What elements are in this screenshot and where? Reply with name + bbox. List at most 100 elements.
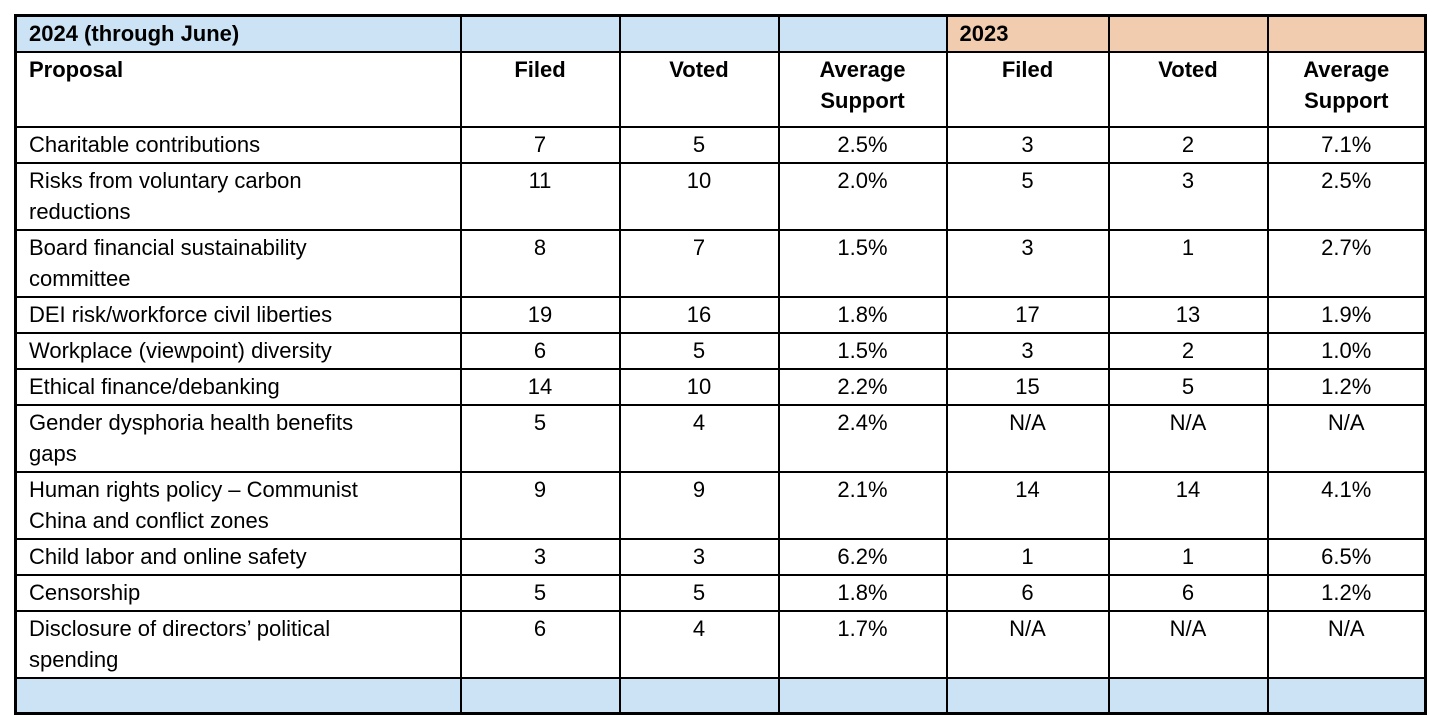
voted-2023-cell: N/A	[1107, 404, 1269, 473]
column-header-proposal: Proposal	[14, 51, 462, 128]
table-row: Board financial sustainability committee…	[14, 229, 1427, 298]
avg-support-2023-cell: N/A	[1266, 610, 1427, 679]
table-row: Charitable contributions 7 5 2.5% 3 2 7.…	[14, 126, 1427, 164]
proposal-cell: Board financial sustainability committee	[14, 229, 462, 298]
voted-2024-cell: 5	[618, 126, 780, 164]
filed-2024-cell: 9	[459, 471, 621, 540]
table-row: Ethical finance/debanking 14 10 2.2% 15 …	[14, 368, 1427, 406]
filed-2024-cell: 5	[459, 404, 621, 473]
avg-support-2024-cell: 2.1%	[777, 471, 948, 540]
avg-support-2024-cell: 1.8%	[777, 574, 948, 612]
avg-support-2023-cell: 7.1%	[1266, 126, 1427, 164]
voted-2024-cell: 5	[618, 332, 780, 370]
proposal-label: Workplace (viewpoint) diversity	[29, 338, 332, 363]
voted-2024-cell: 9	[618, 471, 780, 540]
proposal-label: Censorship	[29, 580, 141, 605]
proposal-label: Gender dysphoria health benefits gaps	[29, 410, 354, 466]
year-row-spacer-cell	[1266, 14, 1427, 53]
proposal-label: Disclosure of directors’ political spend…	[29, 616, 331, 672]
column-header-row: Proposal Filed Voted Average Support Fil…	[14, 51, 1427, 128]
avg-support-2023-cell: 1.0%	[1266, 332, 1427, 370]
proposals-table: 2024 (through June) 2023 Proposal Filed …	[14, 14, 1427, 715]
proposal-label: Board financial sustainability committee	[29, 235, 307, 291]
filed-2024-cell: 19	[459, 296, 621, 334]
voted-2024-cell: 10	[618, 368, 780, 406]
voted-2024-cell: 5	[618, 574, 780, 612]
table-row: DEI risk/workforce civil liberties 19 16…	[14, 296, 1427, 334]
table-row: Child labor and online safety 3 3 6.2% 1…	[14, 538, 1427, 576]
empty-footer-row	[14, 677, 1427, 715]
avg-support-2024-cell: 2.0%	[777, 162, 948, 231]
column-header-avg-support-2023: Average Support	[1266, 51, 1427, 128]
footer-spacer-cell	[14, 677, 462, 715]
proposal-cell: DEI risk/workforce civil liberties	[14, 296, 462, 334]
year-header-row: 2024 (through June) 2023	[14, 14, 1427, 53]
filed-2023-cell: 6	[945, 574, 1110, 612]
year-2023-label: 2023	[959, 21, 1009, 46]
voted-2024-cell: 7	[618, 229, 780, 298]
voted-2023-cell: 1	[1107, 229, 1269, 298]
avg-support-2023-cell: 1.2%	[1266, 574, 1427, 612]
avg-support-2023-cell: 2.7%	[1266, 229, 1427, 298]
footer-spacer-cell	[1266, 677, 1427, 715]
avg-support-2023-cell: 1.2%	[1266, 368, 1427, 406]
filed-2024-cell: 6	[459, 610, 621, 679]
avg-support-2024-cell: 6.2%	[777, 538, 948, 576]
avg-support-2024-cell: 2.4%	[777, 404, 948, 473]
voted-2024-cell: 10	[618, 162, 780, 231]
footer-spacer-cell	[777, 677, 948, 715]
year-2024-cell: 2024 (through June)	[14, 14, 462, 53]
filed-2024-cell: 8	[459, 229, 621, 298]
voted-2023-cell: 14	[1107, 471, 1269, 540]
filed-2024-cell: 14	[459, 368, 621, 406]
voted-2023-cell: 2	[1107, 126, 1269, 164]
filed-2023-cell: 3	[945, 229, 1110, 298]
proposal-cell: Child labor and online safety	[14, 538, 462, 576]
filed-2023-cell: 5	[945, 162, 1110, 231]
proposal-label: Risks from voluntary carbon reductions	[29, 168, 302, 224]
table-row: Risks from voluntary carbon reductions 1…	[14, 162, 1427, 231]
proposal-label: DEI risk/workforce civil liberties	[29, 302, 333, 327]
footer-spacer-cell	[1107, 677, 1269, 715]
voted-2024-cell: 4	[618, 610, 780, 679]
footer-spacer-cell	[945, 677, 1110, 715]
footer-spacer-cell	[459, 677, 621, 715]
filed-2023-cell: 3	[945, 332, 1110, 370]
table-row: Workplace (viewpoint) diversity 6 5 1.5%…	[14, 332, 1427, 370]
avg-support-2024-cell: 2.5%	[777, 126, 948, 164]
avg-support-2024-cell: 1.8%	[777, 296, 948, 334]
proposal-label: Human rights policy – Communist China an…	[29, 477, 358, 533]
voted-2023-cell: 3	[1107, 162, 1269, 231]
table-row: Censorship 5 5 1.8% 6 6 1.2%	[14, 574, 1427, 612]
proposal-cell: Censorship	[14, 574, 462, 612]
avg-support-2023-cell: 1.9%	[1266, 296, 1427, 334]
filed-2023-cell: 15	[945, 368, 1110, 406]
voted-2024-cell: 16	[618, 296, 780, 334]
avg-support-2023-cell: 2.5%	[1266, 162, 1427, 231]
voted-2024-cell: 4	[618, 404, 780, 473]
avg-support-2023-cell: N/A	[1266, 404, 1427, 473]
table-row: Gender dysphoria health benefits gaps 5 …	[14, 404, 1427, 473]
table-row: Disclosure of directors’ political spend…	[14, 610, 1427, 679]
year-2024-label: 2024 (through June)	[29, 21, 240, 46]
column-header-avg-support-2024: Average Support	[777, 51, 948, 128]
filed-2024-cell: 3	[459, 538, 621, 576]
proposal-label: Child labor and online safety	[29, 544, 307, 569]
filed-2023-cell: N/A	[945, 610, 1110, 679]
voted-2023-cell: 2	[1107, 332, 1269, 370]
avg-support-2024-cell: 1.5%	[777, 332, 948, 370]
proposal-cell: Workplace (viewpoint) diversity	[14, 332, 462, 370]
avg-support-2024-cell: 1.7%	[777, 610, 948, 679]
proposal-cell: Gender dysphoria health benefits gaps	[14, 404, 462, 473]
avg-support-2023-cell: 4.1%	[1266, 471, 1427, 540]
proposal-cell: Charitable contributions	[14, 126, 462, 164]
filed-2024-cell: 6	[459, 332, 621, 370]
filed-2024-cell: 11	[459, 162, 621, 231]
avg-support-2023-cell: 6.5%	[1266, 538, 1427, 576]
avg-support-2024-cell: 2.2%	[777, 368, 948, 406]
footer-spacer-cell	[618, 677, 780, 715]
proposal-label: Charitable contributions	[29, 132, 261, 157]
voted-2023-cell: 6	[1107, 574, 1269, 612]
voted-2024-cell: 3	[618, 538, 780, 576]
